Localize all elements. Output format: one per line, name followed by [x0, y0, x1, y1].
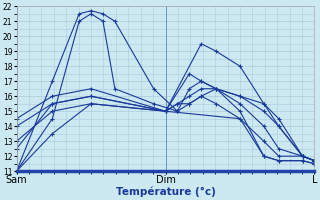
X-axis label: Température (°c): Température (°c) — [116, 187, 215, 197]
